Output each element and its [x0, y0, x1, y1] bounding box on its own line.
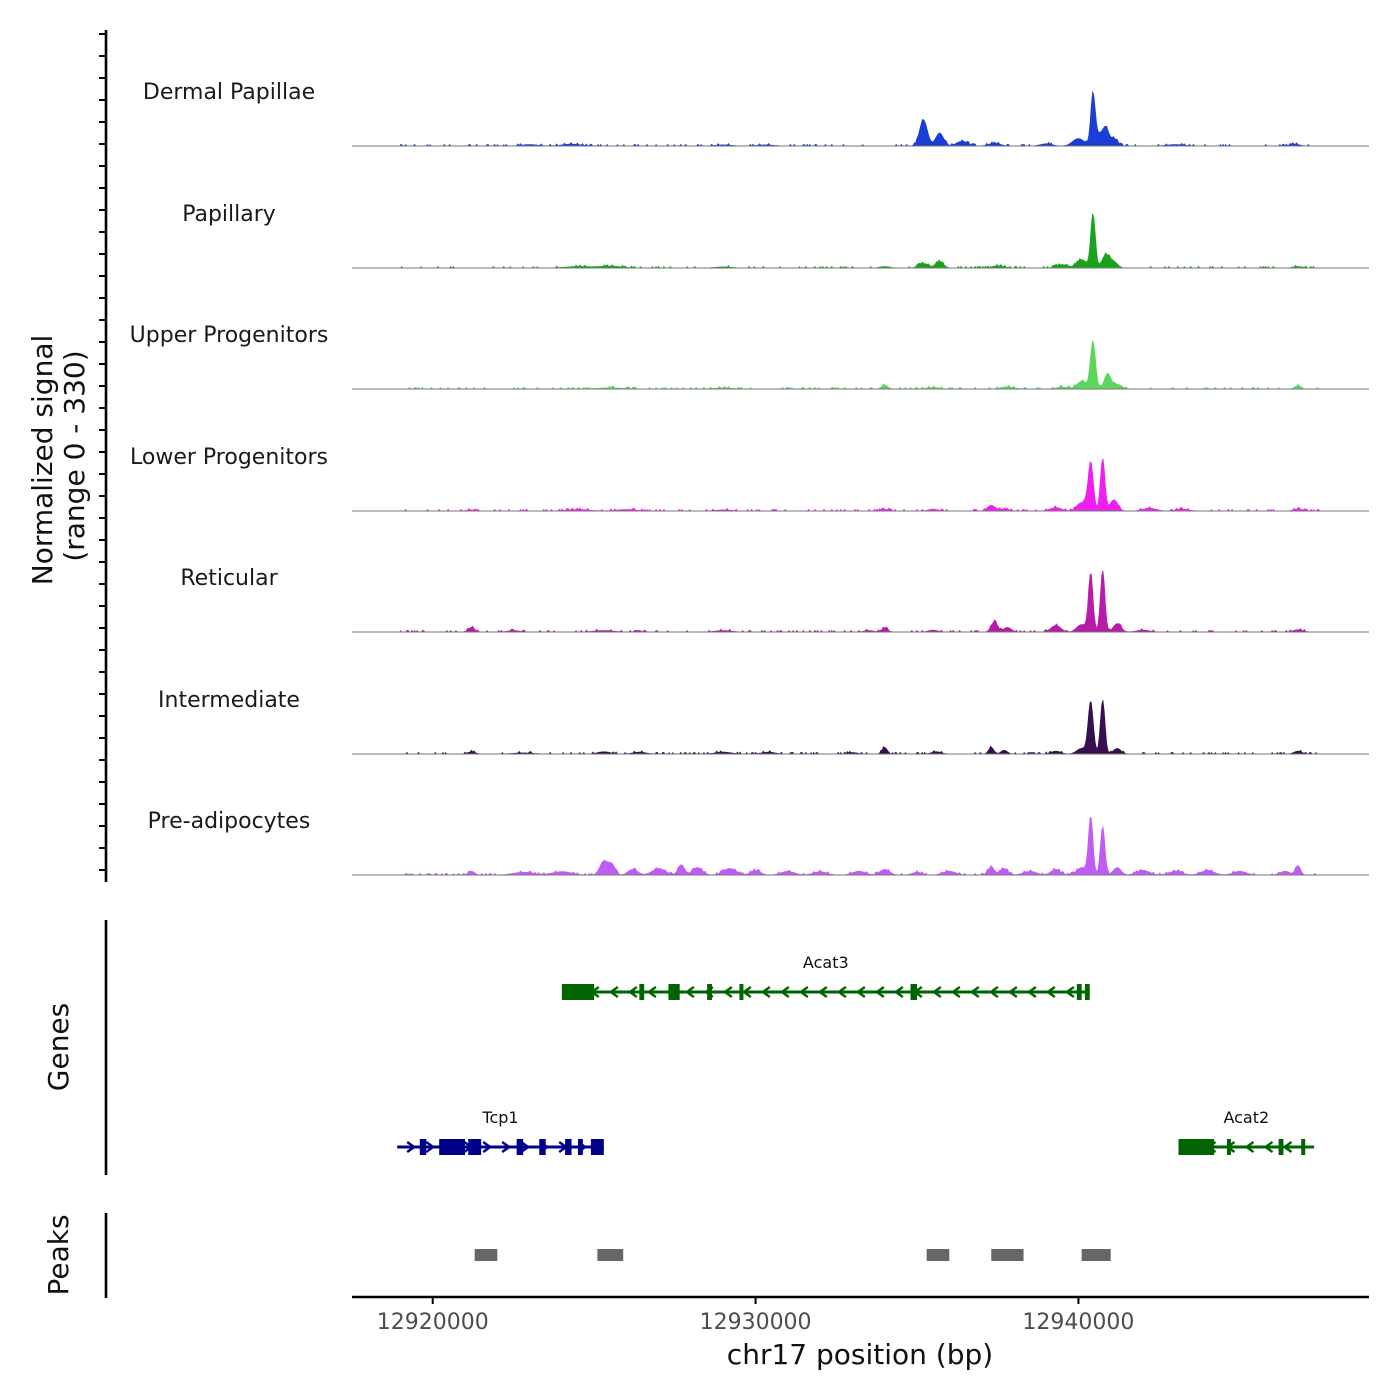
track-intermediate: Intermediate: [158, 688, 1369, 755]
strand-arrow: [836, 986, 847, 998]
strand-arrow: [501, 1141, 512, 1153]
peak-region: [926, 1249, 950, 1261]
gene-exon: [639, 984, 645, 1000]
x-axis: 12920000 12930000 12940000: [377, 1297, 1134, 1335]
gene-exon: [539, 1139, 546, 1155]
strand-arrow: [1263, 1141, 1274, 1153]
strand-arrow: [798, 986, 809, 998]
gene-exon: [668, 984, 680, 1000]
strand-arrow: [779, 986, 790, 998]
coverage-area: [399, 213, 1321, 269]
track-reticular: Reticular: [180, 566, 1369, 633]
gene-acat2: Acat2: [1178, 1108, 1315, 1155]
strand-arrow: [893, 986, 904, 998]
track-papillary: Papillary: [182, 202, 1369, 269]
strand-arrow: [760, 986, 771, 998]
strand-arrow: [482, 1141, 493, 1153]
strand-arrow: [1282, 1141, 1293, 1153]
strand-arrow: [1045, 986, 1056, 998]
track-label: Upper Progenitors: [130, 323, 329, 348]
x-tick-label: 12920000: [377, 1310, 489, 1335]
strand-arrow: [874, 986, 885, 998]
gene-exon: [590, 1139, 604, 1155]
gene-exon: [419, 1139, 427, 1155]
strand-arrow: [627, 986, 638, 998]
strand-arrow: [817, 986, 828, 998]
gene-exon: [561, 984, 595, 1000]
x-tick-label: 12940000: [1022, 1310, 1134, 1335]
strand-arrow: [855, 986, 866, 998]
peak-region: [597, 1249, 624, 1261]
track-label: Intermediate: [158, 688, 300, 713]
gene-name-label: Tcp1: [481, 1108, 518, 1127]
track-label: Reticular: [180, 566, 278, 591]
gene-exon: [1226, 1139, 1231, 1155]
coverage-tracks: Dermal Papillae Papillary Upper Progenitor…: [130, 80, 1369, 876]
strand-arrow: [1007, 986, 1018, 998]
gene-name-label: Acat2: [1223, 1108, 1269, 1127]
gene-exon: [565, 1139, 572, 1155]
track-label: Papillary: [182, 202, 276, 227]
gene-exon: [910, 984, 917, 1000]
gene-exon: [707, 984, 712, 1000]
strand-arrow: [741, 986, 752, 998]
gene-acat3: Acat3: [561, 953, 1090, 1000]
x-axis-title: chr17 position (bp): [727, 1338, 993, 1371]
strand-arrow: [1244, 1141, 1255, 1153]
gene-exon: [1076, 984, 1082, 1000]
gene-exon: [439, 1139, 465, 1155]
strand-arrow: [520, 1141, 531, 1153]
strand-arrow: [1064, 986, 1075, 998]
peak-region: [1081, 1249, 1111, 1261]
gene-exon: [468, 1139, 482, 1155]
gene-exon: [1178, 1139, 1215, 1155]
coverage-area: [400, 91, 1321, 147]
genes-panel-title: Genes: [42, 1003, 75, 1091]
gene-exon: [1278, 1139, 1284, 1155]
track-label: Lower Progenitors: [130, 445, 328, 470]
track-label: Dermal Papillae: [143, 80, 315, 105]
y-axis-title-line2: (range 0 - 330): [58, 350, 91, 561]
coverage-area: [400, 570, 1321, 633]
strand-arrow: [425, 1141, 436, 1153]
gene-exon: [739, 984, 744, 1000]
strand-arrow: [406, 1141, 417, 1153]
track-upper-progenitors: Upper Progenitors: [130, 323, 1369, 390]
track-label: Pre-adipocytes: [148, 809, 311, 834]
strand-arrow: [950, 986, 961, 998]
strand-arrow: [646, 986, 657, 998]
peaks-panel-title: Peaks: [42, 1214, 75, 1295]
strand-arrow: [608, 986, 619, 998]
peak-region: [474, 1249, 498, 1261]
gene-exon: [516, 1139, 524, 1155]
track-pre-adipocytes: Pre-adipocytes: [148, 809, 1369, 876]
strand-arrow: [684, 986, 695, 998]
gene-name-label: Acat3: [803, 953, 849, 972]
strand-arrow: [988, 986, 999, 998]
x-tick-label: 12930000: [700, 1310, 812, 1335]
strand-arrow: [931, 986, 942, 998]
peak-region: [991, 1249, 1024, 1261]
y-axis-title-line1: Normalized signal: [26, 335, 59, 586]
gene-tcp1: Tcp1: [397, 1108, 604, 1155]
coverage-area: [400, 700, 1321, 755]
coverage-area: [400, 458, 1321, 512]
track-lower-progenitors: Lower Progenitors: [130, 445, 1369, 512]
gene-exon: [1084, 984, 1090, 1000]
gene-annotation-panel: Acat3 Tcp1 Acat2: [397, 953, 1315, 1155]
track-dermal-papillae: Dermal Papillae: [143, 80, 1369, 147]
gene-exon: [578, 1139, 583, 1155]
peak-regions-panel: [474, 1249, 1111, 1261]
signal-y-axis-ticks: [99, 33, 106, 871]
gene-exon: [1301, 1139, 1306, 1155]
strand-arrow: [1026, 986, 1037, 998]
coverage-area: [400, 816, 1321, 876]
coverage-area: [400, 340, 1321, 390]
strand-arrow: [969, 986, 980, 998]
strand-arrow: [722, 986, 733, 998]
